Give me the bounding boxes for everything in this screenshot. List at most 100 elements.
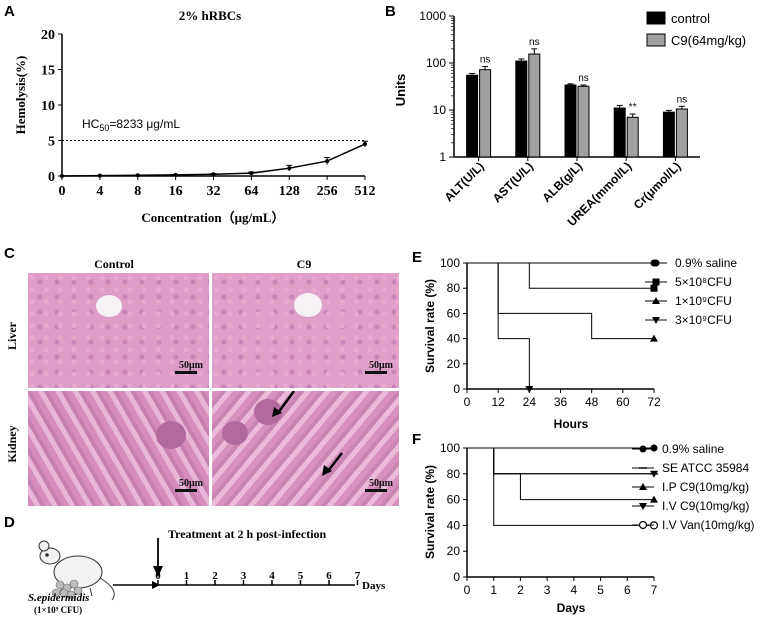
chart-e-ytick-label: 0 xyxy=(453,382,460,396)
timeline-day-label: 0 xyxy=(155,570,161,582)
chart-e-xlabel: Hours xyxy=(554,417,589,431)
chart-e-xtick-label: 48 xyxy=(585,395,599,409)
chart-e-ylabel: Survival rate (%) xyxy=(423,279,437,373)
chart-e-xtick-label: 60 xyxy=(616,395,630,409)
chart-e-ytick-label: 100 xyxy=(440,256,460,270)
chart-e-xtick-label: 24 xyxy=(523,395,537,409)
chart-e-legend-label: 5×10⁸CFU xyxy=(675,275,732,289)
chart-b-bar xyxy=(528,53,541,158)
chart-a-xtick-label: 4 xyxy=(96,184,103,199)
chart-b-xtick-label: AST(U/L) xyxy=(490,159,536,205)
chart-f-ytick-label: 100 xyxy=(440,441,460,455)
chart-a-ytick-label: 10 xyxy=(41,99,55,114)
chart-b-bar xyxy=(577,85,590,158)
infection-arrow-head xyxy=(152,581,160,589)
chart-a-xtick-label: 0 xyxy=(59,184,66,199)
chart-b-significance: ns xyxy=(677,94,688,105)
chart-f-legend-label: I.V C9(10mg/kg) xyxy=(662,499,749,513)
chart-f-legend-label: SE ATCC 35984 xyxy=(662,461,749,475)
chart-e-ytick-label: 20 xyxy=(447,357,461,371)
chart-e-ytick-label: 80 xyxy=(447,281,461,295)
chart-a-annotation: HC50=8233 μg/mL xyxy=(82,117,180,133)
chart-a-point xyxy=(97,173,102,178)
timeline-ticks: 0 1 2 3 4 5 6 7 xyxy=(155,570,361,585)
chart-a-xtick-label: 16 xyxy=(169,184,183,199)
timeline-organism: S.epidermidis xyxy=(28,592,89,604)
chart-b-legend-label: C9(64mg/kg) xyxy=(671,33,746,48)
timeline-treatment-label: Treatment at 2 h post-infection xyxy=(168,527,327,541)
panel-label-d: D xyxy=(4,514,15,531)
panel-label-c: C xyxy=(4,245,15,262)
chart-f-legend-label: I.V Van(10mg/kg) xyxy=(662,518,754,532)
chart-a-plot: 0 5 10 15 20 0 4 8 16 32 64 128 256 512 xyxy=(41,28,376,199)
chart-a-point xyxy=(287,166,292,171)
panel-label-e: E xyxy=(412,249,422,266)
chart-e-xtick-label: 72 xyxy=(647,395,661,409)
chart-f-ytick-label: 40 xyxy=(447,518,461,532)
timeline-days-label: Days xyxy=(362,580,386,592)
chart-f-xtick-label: 0 xyxy=(464,583,471,597)
timeline-day-label: 3 xyxy=(241,570,247,582)
chart-f-ylabel: Survival rate (%) xyxy=(423,465,437,559)
chart-f-xtick-label: 4 xyxy=(571,583,578,597)
chart-b-significance: ns xyxy=(529,37,540,48)
chart-b-ytick-label: 100 xyxy=(426,56,446,70)
chart-b-ylabel: Units xyxy=(393,74,408,107)
chart-b-ytick-label: 1 xyxy=(439,150,446,164)
chart-b-bar xyxy=(675,108,688,158)
chart-a-xtick-label: 8 xyxy=(134,184,141,199)
mouse-icon xyxy=(38,540,115,601)
chart-e-series-line xyxy=(467,262,654,340)
histology-control-kidney: 50μm xyxy=(28,391,209,506)
chart-b-bar xyxy=(466,74,479,158)
chart-f-xtick-label: 3 xyxy=(544,583,551,597)
chart-b-ytick-label: 1000 xyxy=(419,9,446,23)
chart-b-bar xyxy=(613,107,626,158)
timeline-day-label: 7 xyxy=(355,570,361,582)
chart-e-ytick-label: 60 xyxy=(447,306,461,320)
chart-a-point xyxy=(363,142,367,147)
chart-b-bar xyxy=(515,60,528,158)
chart-f-xtick-label: 7 xyxy=(651,583,658,597)
chart-e-legend-label: 1×10⁹CFU xyxy=(675,294,732,308)
chart-e-legend-marker xyxy=(652,317,660,324)
timeline: S.epidermidis (1×10⁹ CFU) Treatment at 2… xyxy=(28,527,386,615)
chart-a-ylabel: Hemolysis(%) xyxy=(13,56,28,135)
histology-row-kidney: Kidney xyxy=(5,425,19,462)
chart-a-point xyxy=(135,173,140,178)
chart-e-ytick-label: 40 xyxy=(447,332,461,346)
chart-b-bar xyxy=(662,111,675,158)
chart-f-xlabel: Days xyxy=(557,601,586,615)
chart-f-series-marker xyxy=(650,470,658,478)
treatment-arrow-head xyxy=(153,566,163,577)
chart-b-legend-swatch xyxy=(646,11,666,25)
chart-b-significance: ** xyxy=(629,102,637,113)
chart-f-legend-marker xyxy=(638,520,648,530)
chart-b-xtick-label: ALB(g/L) xyxy=(539,159,585,205)
chart-e-series-line xyxy=(467,262,530,389)
chart-b-significance: ns xyxy=(480,55,491,66)
chart-f-ytick-label: 80 xyxy=(447,467,461,481)
chart-e-xtick-label: 0 xyxy=(464,395,471,409)
histology-row-liver: Liver xyxy=(5,321,19,350)
chart-e-legend-marker xyxy=(652,278,660,286)
chart-f-plot: 0 20 40 60 80 100 0 1 2 3 4 5 6 7 0.9% saline SE ATCC 3… xyxy=(440,441,755,597)
histology-c9-liver: 50μm xyxy=(212,273,399,388)
chart-a-xtick-label: 128 xyxy=(279,184,300,199)
chart-b-legend-label: control xyxy=(671,11,710,26)
chart-f-legend-marker xyxy=(639,445,647,453)
chart-a-xtick-label: 64 xyxy=(244,184,258,199)
panel-label-b: B xyxy=(385,3,396,20)
chart-e-legend-marker xyxy=(652,297,660,304)
chart-b-xtick-label: Cr(μmol/L) xyxy=(631,159,684,212)
chart-f-series-marker xyxy=(650,495,658,503)
chart-a-xtick-label: 256 xyxy=(317,184,338,199)
chart-a-point xyxy=(60,174,64,178)
chart-e-plot: 0 20 40 60 80 100 0 12 24 36 48 60 72 0.9% saline 5×10… xyxy=(440,256,737,409)
chart-b-bar xyxy=(626,116,639,158)
chart-a-ytick-label: 15 xyxy=(41,64,55,79)
chart-a-xtick-label: 512 xyxy=(355,184,376,199)
chart-b-ytick-label: 10 xyxy=(433,103,447,117)
chart-a-point xyxy=(249,171,254,176)
chart-e-xtick-label: 36 xyxy=(554,395,568,409)
